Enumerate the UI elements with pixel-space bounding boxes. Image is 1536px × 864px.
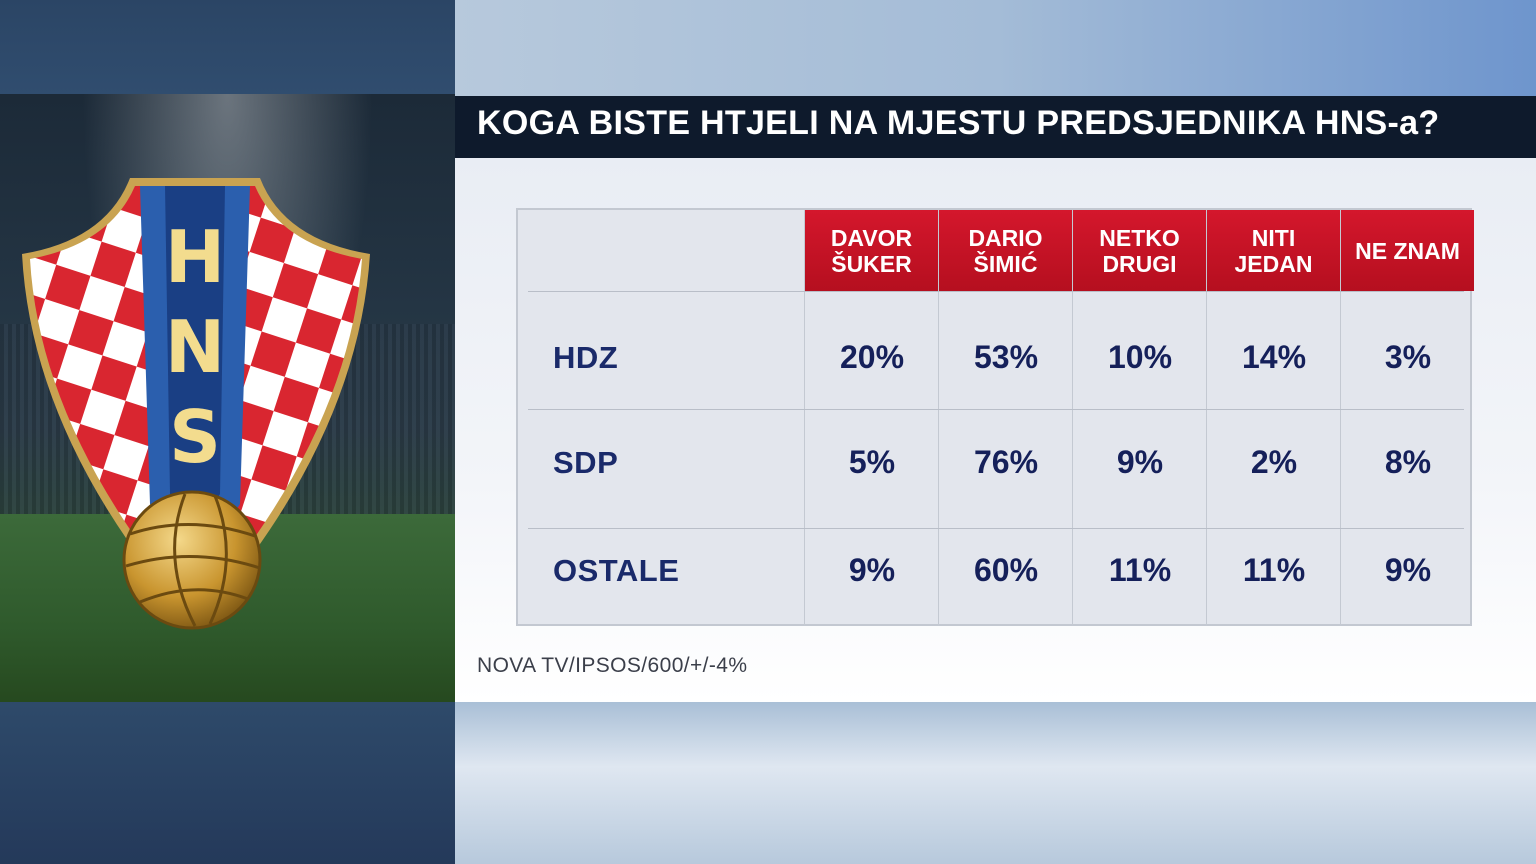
table-cell-value: 10%: [1107, 339, 1173, 375]
column-header: DAVOR ŠUKER: [805, 210, 938, 291]
table-cell-value: 9%: [1116, 444, 1164, 480]
column-divider: [1206, 210, 1207, 626]
source-note: NOVA TV/IPSOS/600/+/-4%: [477, 654, 748, 677]
logo-letter-h: H: [165, 215, 225, 299]
table-cell-value: 9%: [1384, 552, 1432, 588]
row-label: OSTALE: [553, 553, 680, 588]
column-header: NITI JEDAN: [1207, 210, 1340, 291]
row-label: SDP: [553, 445, 619, 480]
table-cell-value: 2%: [1250, 444, 1298, 480]
page-title: KOGA BISTE HTJELI NA MJESTU PREDSJEDNIKA…: [477, 104, 1440, 142]
table-cell-value: 53%: [973, 339, 1039, 375]
football-icon: [122, 490, 262, 630]
column-divider: [1072, 210, 1073, 626]
row-divider: [528, 528, 1464, 529]
poll-table-grid: DAVOR ŠUKER DARIO ŠIMIĆ NETKO DRUGI NITI JE…: [518, 210, 1474, 626]
table-cell-value: 5%: [848, 444, 896, 480]
column-divider: [938, 210, 939, 626]
background-left-top: [0, 0, 455, 94]
poll-table: DAVOR ŠUKER DARIO ŠIMIĆ NETKO DRUGI NITI JE…: [516, 208, 1474, 626]
logo-letter-n: N: [165, 305, 225, 389]
background-right-bottom: [455, 702, 1536, 864]
column-header: DARIO ŠIMIĆ: [939, 210, 1072, 291]
row-divider: [528, 409, 1464, 410]
table-cell-value: 8%: [1384, 444, 1432, 480]
logo-panel: H N S: [0, 94, 455, 702]
table-cell-value: 60%: [973, 552, 1039, 588]
table-cell-value: 11%: [1242, 552, 1306, 588]
hns-crest-logo: H N S: [22, 178, 370, 630]
row-divider: [528, 291, 1464, 292]
column-divider: [1340, 210, 1341, 626]
column-divider: [804, 210, 805, 626]
column-header: NE ZNAM: [1341, 210, 1474, 291]
background-left-bottom: [0, 702, 455, 864]
table-cell-value: 76%: [973, 444, 1039, 480]
column-header: NETKO DRUGI: [1073, 210, 1206, 291]
title-bar: KOGA BISTE HTJELI NA MJESTU PREDSJEDNIKA…: [455, 96, 1536, 158]
table-cell-value: 20%: [839, 339, 905, 375]
table-cell-value: 9%: [848, 552, 896, 588]
background-right-top: [455, 0, 1536, 96]
table-cell-value: 11%: [1108, 552, 1172, 588]
table-cell-value: 3%: [1384, 339, 1432, 375]
row-label: HDZ: [553, 340, 619, 375]
table-cell-value: 14%: [1241, 339, 1307, 375]
poll-content: DAVOR ŠUKER DARIO ŠIMIĆ NETKO DRUGI NITI JE…: [455, 158, 1536, 702]
logo-letter-s: S: [169, 395, 221, 479]
